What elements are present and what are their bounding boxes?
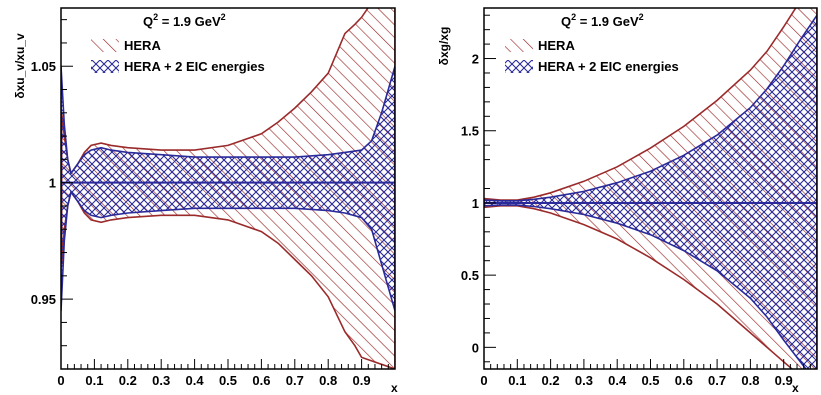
x-tick-label-right: 0.3 (575, 373, 593, 388)
x-tick-label-left: 0 (57, 373, 64, 388)
x-tick-label-left: 0.2 (119, 373, 137, 388)
y-tick-label-right: 2 (472, 52, 479, 67)
legend-label-eic-right: HERA + 2 EIC energies (538, 59, 679, 74)
legend-label-eic-left: HERA + 2 EIC energies (124, 59, 265, 74)
y-axis-title-left: δxu_v/xu_v (13, 33, 27, 99)
x-tick-label-right: 0.6 (675, 373, 693, 388)
x-tick-label-left: 0.1 (85, 373, 103, 388)
q2-annotation-left: Q2 = 1.9 GeV2 (143, 12, 226, 29)
band-layer-left (61, 8, 395, 369)
x-tick-label-left: 0.4 (186, 373, 205, 388)
band-hera-eic-left (61, 65, 395, 312)
x-axis-title-right: x (792, 381, 799, 395)
y-tick-label-left: 0.95 (31, 292, 56, 307)
legend-right: HERA HERA + 2 EIC energies (505, 38, 679, 74)
x-tick-label-right: 0.7 (708, 373, 726, 388)
legend-swatch-hera-right (505, 39, 533, 52)
x-tick-label-left: 0.9 (353, 373, 371, 388)
legend-swatch-eic-left (91, 60, 119, 73)
panel-left: 0 0.1 0.2 0.3 0.4 0.5 0.6 0.7 0.8 0.9 0.95 1 1.05 δx… (13, 7, 398, 395)
x-axis-title-left: x (391, 381, 398, 395)
q2-annotation-right: Q2 = 1.9 GeV2 (561, 12, 644, 29)
y-tick-label-right: 0.5 (461, 268, 479, 283)
x-tick-label-right: 0.5 (641, 373, 659, 388)
band-hera-eic-right (484, 13, 817, 369)
y-tick-label-left: 1.05 (31, 59, 56, 74)
x-tick-label-right: 0.4 (608, 373, 627, 388)
axis-ticks-left: 0 0.1 0.2 0.3 0.4 0.5 0.6 0.7 0.8 0.9 0.95 1 1.05 (31, 19, 396, 388)
x-tick-label-left: 0.3 (152, 373, 170, 388)
legend-left: HERA HERA + 2 EIC energies (91, 38, 265, 74)
band-layer-right (484, 8, 817, 369)
y-tick-label-right: 0 (472, 340, 479, 355)
legend-label-hera-right: HERA (538, 38, 575, 53)
y-tick-label-left: 1 (49, 176, 56, 191)
x-tick-label-left: 0.6 (252, 373, 270, 388)
y-axis-title-right: δxg/xg (437, 27, 451, 66)
panel-right: 0 0.1 0.2 0.3 0.4 0.5 0.6 0.7 0.8 0.9 0 0.5 1 1.5 2 δx… (437, 7, 818, 395)
y-tick-label-right: 1.5 (461, 124, 479, 139)
x-tick-label-right: 0.2 (542, 373, 560, 388)
x-tick-label-right: 0.9 (775, 373, 793, 388)
axis-ticks-right: 0 0.1 0.2 0.3 0.4 0.5 0.6 0.7 0.8 0.9 0 0.5 1 1.5 2 (461, 14, 818, 388)
x-tick-label-left: 0.8 (319, 373, 337, 388)
x-tick-label-right: 0.8 (741, 373, 759, 388)
legend-swatch-eic-right (505, 60, 533, 73)
x-tick-label-left: 0.7 (286, 373, 304, 388)
y-tick-label-right: 1 (472, 196, 479, 211)
legend-label-hera-left: HERA (124, 38, 161, 53)
legend-swatch-hera-left (91, 39, 119, 52)
x-tick-label-right: 0 (480, 373, 487, 388)
x-tick-label-left: 0.5 (219, 373, 237, 388)
x-tick-label-right: 0.1 (508, 373, 526, 388)
